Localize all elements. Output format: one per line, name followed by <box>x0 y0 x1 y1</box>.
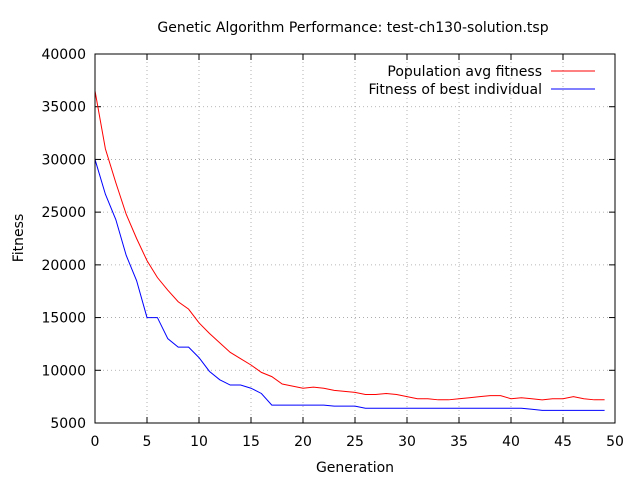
y-tick-label: 15000 <box>41 311 86 327</box>
x-tick-label: 20 <box>294 434 312 450</box>
x-axis-label: Generation <box>316 460 394 476</box>
y-tick-label: 10000 <box>41 363 86 379</box>
plot-frame <box>94 53 616 424</box>
y-axis-label: Fitness <box>11 214 27 263</box>
x-tick-label: 15 <box>242 434 260 450</box>
series-line-population-avg <box>94 90 605 401</box>
legend: Population avg fitness Fitness of best in… <box>368 64 595 98</box>
series-layer <box>94 90 605 411</box>
legend-label: Population avg fitness <box>387 64 542 80</box>
x-tick-label: 25 <box>346 434 364 450</box>
x-tick-label: 5 <box>143 434 152 450</box>
x-tick-label: 0 <box>91 434 100 450</box>
x-tick-label: 45 <box>554 434 572 450</box>
y-tick-label: 30000 <box>41 152 86 168</box>
chart-title: Genetic Algorithm Performance: test-ch13… <box>157 20 548 36</box>
y-tick-label: 5000 <box>50 416 86 432</box>
legend-label: Fitness of best individual <box>368 82 542 98</box>
tick-labels: 0 5 10 15 20 25 30 35 40 45 50 5000 10000 15000 20000 2… <box>41 47 623 450</box>
x-tick-label: 30 <box>398 434 416 450</box>
x-tick-label: 35 <box>450 434 468 450</box>
grid-lines <box>95 54 615 423</box>
x-tick-label: 10 <box>190 434 208 450</box>
y-tick-label: 25000 <box>41 205 86 221</box>
y-tick-label: 35000 <box>41 100 86 116</box>
x-tick-label: 40 <box>502 434 520 450</box>
y-tick-label: 20000 <box>41 258 86 274</box>
series-line-best-individual <box>94 159 605 411</box>
y-tick-label: 40000 <box>41 47 86 63</box>
x-tick-label: 50 <box>606 434 624 450</box>
